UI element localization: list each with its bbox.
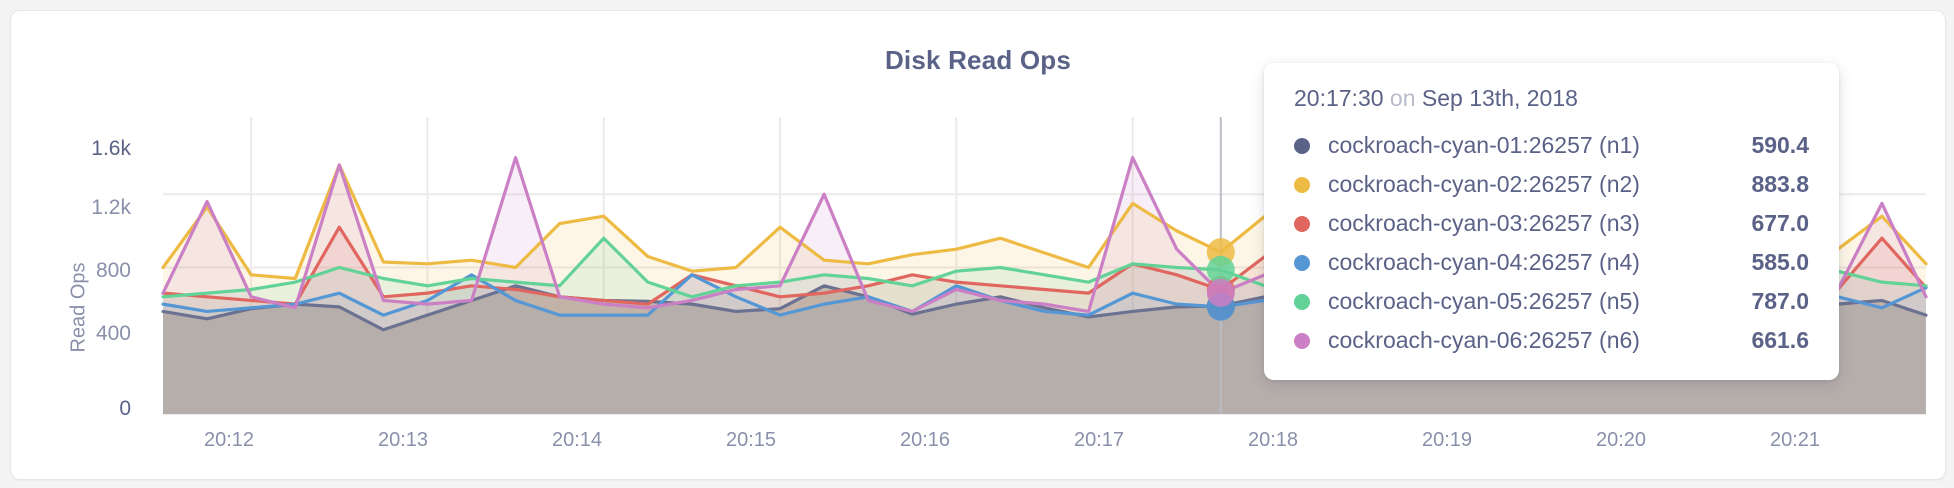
tooltip-series-label: cockroach-cyan-02:26257 (n2) <box>1328 171 1640 197</box>
series-color-dot-icon <box>1294 293 1310 310</box>
x-tick-2016: 20:16 <box>899 429 951 451</box>
y-tick-400: 400 <box>95 322 131 345</box>
hover-point-marker <box>1206 255 1235 284</box>
tooltip-row: cockroach-cyan-04:26257 (n4) 585.0 <box>1294 243 1809 282</box>
x-tick-2018: 20:18 <box>1247 429 1299 451</box>
tooltip-series-value: 590.4 <box>1751 132 1809 158</box>
tooltip-series-label: cockroach-cyan-04:26257 (n4) <box>1328 249 1640 275</box>
y-tick-800: 800 <box>95 259 131 282</box>
x-tick-2015: 20:15 <box>725 429 777 451</box>
series-color-dot-icon <box>1294 137 1310 154</box>
tooltip-series-label: cockroach-cyan-05:26257 (n5) <box>1328 288 1640 314</box>
series-color-dot-icon <box>1294 332 1310 349</box>
hover-point-marker <box>1206 278 1235 307</box>
chart-card: Disk Read Ops Read Ops 1.6k 1.2k 800 400… <box>10 10 1946 480</box>
tooltip-series-list: cockroach-cyan-01:26257 (n1) 590.4 cockroa… <box>1294 126 1809 360</box>
tooltip-row: cockroach-cyan-05:26257 (n5) 787.0 <box>1294 282 1809 321</box>
tooltip-series-label: cockroach-cyan-06:26257 (n6) <box>1328 327 1640 353</box>
tooltip-date: Sep 13th, 2018 <box>1421 85 1578 111</box>
tooltip-series-label: cockroach-cyan-03:26257 (n3) <box>1328 210 1640 236</box>
tooltip-timestamp: 20:17:30 on Sep 13th, 2018 <box>1294 85 1809 112</box>
tooltip-series-value: 787.0 <box>1751 288 1809 314</box>
series-color-dot-icon <box>1294 176 1310 193</box>
tooltip-row: cockroach-cyan-03:26257 (n3) 677.0 <box>1294 204 1809 243</box>
tooltip-series-value: 677.0 <box>1751 210 1809 236</box>
page-title: Disk Read Ops <box>884 45 1072 75</box>
tooltip-row: cockroach-cyan-01:26257 (n1) 590.4 <box>1294 126 1809 165</box>
y-tick-0: 0 <box>119 397 131 420</box>
tooltip-on-word: on <box>1389 85 1416 111</box>
hover-tooltip: 20:17:30 on Sep 13th, 2018 cockroach-cya… <box>1264 63 1839 380</box>
tooltip-row: cockroach-cyan-06:26257 (n6) 661.6 <box>1294 321 1809 360</box>
tooltip-time: 20:17:30 <box>1294 85 1384 111</box>
x-tick-2021: 20:21 <box>1769 429 1821 451</box>
series-color-dot-icon <box>1294 254 1310 271</box>
y-tick-1600: 1.6k <box>91 137 131 160</box>
x-tick-2020: 20:20 <box>1595 429 1647 451</box>
y-tick-1200: 1.2k <box>91 196 131 219</box>
x-tick-2019: 20:19 <box>1421 429 1473 451</box>
x-tick-2012: 20:12 <box>203 429 255 451</box>
tooltip-series-value: 883.8 <box>1751 171 1809 197</box>
x-tick-2013: 20:13 <box>377 429 429 451</box>
x-tick-2017: 20:17 <box>1073 429 1125 451</box>
tooltip-series-label: cockroach-cyan-01:26257 (n1) <box>1328 132 1640 158</box>
series-color-dot-icon <box>1294 215 1310 232</box>
tooltip-series-value: 585.0 <box>1751 249 1809 275</box>
tooltip-row: cockroach-cyan-02:26257 (n2) 883.8 <box>1294 165 1809 204</box>
tooltip-series-value: 661.6 <box>1751 327 1809 353</box>
y-axis-label: Read Ops <box>67 262 90 353</box>
x-tick-2014: 20:14 <box>551 429 603 451</box>
